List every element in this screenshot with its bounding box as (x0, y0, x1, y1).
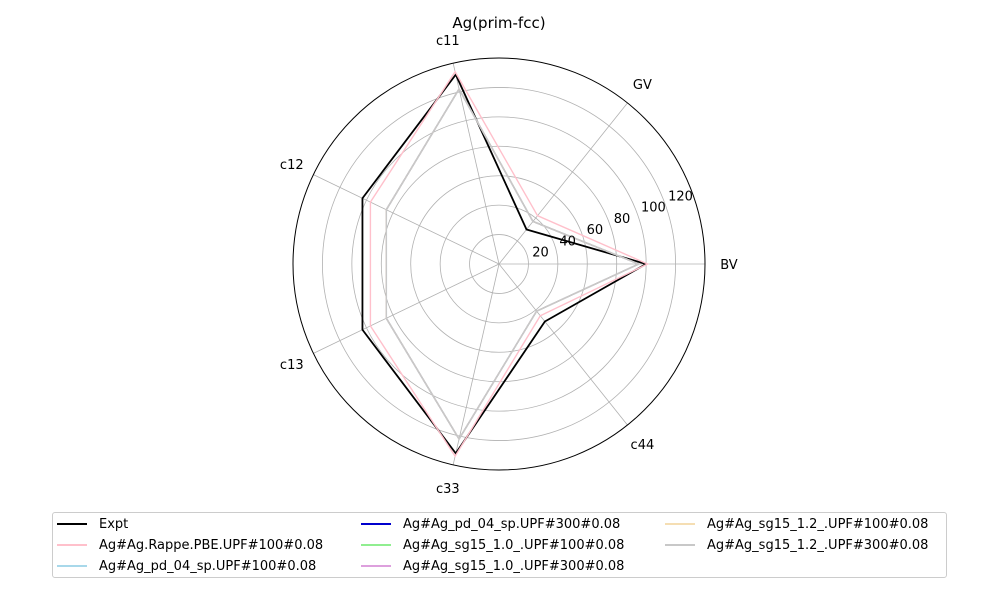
series-line-1 (369, 70, 650, 458)
legend-swatch (57, 523, 87, 525)
legend-entry: Ag#Ag_sg15_1.2_.UPF#300#0.08 (665, 535, 928, 555)
chart-title: Ag(prim-fcc) (452, 14, 545, 32)
legend-entry: Ag#Ag_sg15_1.2_.UPF#100#0.08 (665, 514, 928, 534)
axis-label-gv: GV (633, 78, 652, 93)
spoke-c44 (498, 263, 628, 426)
axis-label-c11: c11 (436, 34, 460, 49)
spoke-c33 (452, 263, 500, 465)
legend-swatch (57, 565, 87, 567)
legend-label: Ag#Ag_sg15_1.2_.UPF#300#0.08 (707, 537, 929, 553)
legend-label: Ag#Ag_sg15_1.0_.UPF#100#0.08 (403, 537, 625, 553)
legend-entry: Ag#Ag_pd_04_sp.UPF#100#0.08 (57, 556, 316, 576)
legend-swatch (57, 544, 87, 546)
legend-label: Ag#Ag_sg15_1.2_.UPF#100#0.08 (707, 516, 929, 532)
spoke-c12 (313, 174, 500, 265)
legend: Expt Ag#Ag.Rappe.PBE.UPF#100#0.08 Ag#Ag_pd… (52, 512, 947, 578)
legend-label: Ag#Ag_pd_04_sp.UPF#300#0.08 (403, 516, 621, 532)
outer-frame (292, 57, 706, 471)
spoke-c11 (452, 63, 500, 265)
legend-entry: Expt (57, 514, 128, 534)
series-line-7 (385, 87, 641, 441)
legend-entry: Ag#Ag_sg15_1.0_.UPF#300#0.08 (361, 556, 624, 576)
spoke-c13 (313, 263, 500, 354)
axis-label-c12: c12 (280, 158, 304, 173)
radial-tick-label: 20 (532, 246, 549, 261)
legend-entry: Ag#Ag_pd_04_sp.UPF#300#0.08 (361, 514, 620, 534)
series-line-0 (361, 72, 649, 455)
legend-label: Ag#Ag_sg15_1.0_.UPF#300#0.08 (403, 558, 625, 574)
axis-label-c13: c13 (280, 358, 304, 373)
radial-tick-label: 120 (668, 189, 693, 204)
radial-tick-label: 100 (641, 201, 666, 216)
legend-label: Ag#Ag.Rappe.PBE.UPF#100#0.08 (99, 537, 324, 553)
spoke-gv (498, 102, 628, 265)
legend-entry: Ag#Ag_sg15_1.0_.UPF#100#0.08 (361, 535, 624, 555)
series-lines (361, 70, 650, 458)
legend-swatch (665, 544, 695, 546)
radial-tick-label: 40 (559, 234, 576, 249)
radial-tick-label: 60 (587, 223, 604, 238)
radial-tick-label: 80 (614, 212, 631, 227)
legend-label: Expt (99, 516, 129, 532)
legend-swatch (361, 523, 391, 525)
legend-swatch (361, 565, 391, 567)
legend-swatch (361, 544, 391, 546)
legend-label: Ag#Ag_pd_04_sp.UPF#100#0.08 (99, 558, 317, 574)
axis-label-c44: c44 (631, 438, 655, 453)
axis-label-c33: c33 (436, 482, 460, 497)
legend-swatch (665, 523, 695, 525)
radial-grid (292, 57, 706, 471)
axis-label-bv: BV (720, 258, 738, 273)
legend-entry: Ag#Ag.Rappe.PBE.UPF#100#0.08 (57, 535, 323, 555)
